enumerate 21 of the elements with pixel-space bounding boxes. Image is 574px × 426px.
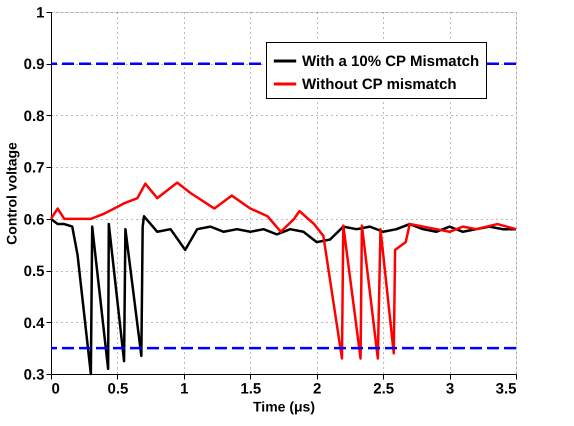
y-axis-title: Control voltage [4,142,20,245]
y-tick-label: 0.5 [24,263,44,280]
x-tick-label: 2 [313,380,322,398]
y-tick-label: 0.9 [24,56,44,74]
y-tick-label: 1 [36,4,44,22]
x-tick-label: 1.5 [240,380,262,398]
y-tick-label: 0.3 [24,366,44,384]
y-tick-label: 0.7 [24,160,44,177]
x-tick-label: 2.5 [373,380,394,398]
legend-label: With a 10% CP Mismatch [302,53,480,70]
y-tick-label: 0.4 [24,314,46,332]
legend-label: Without CP mismatch [302,76,457,93]
x-tick-label: 3.5 [496,380,516,398]
line-series [50,181,518,360]
y-tick-label: 0.8 [24,108,44,125]
x-tick-label: 0.5 [108,380,128,398]
x-axis-title: Time (μs) [253,398,315,414]
x-tick-label: 0 [52,380,60,398]
x-tick-label: 3 [446,380,454,398]
x-tick-label: 1 [180,380,189,398]
y-tick-label: 0.6 [24,211,44,228]
